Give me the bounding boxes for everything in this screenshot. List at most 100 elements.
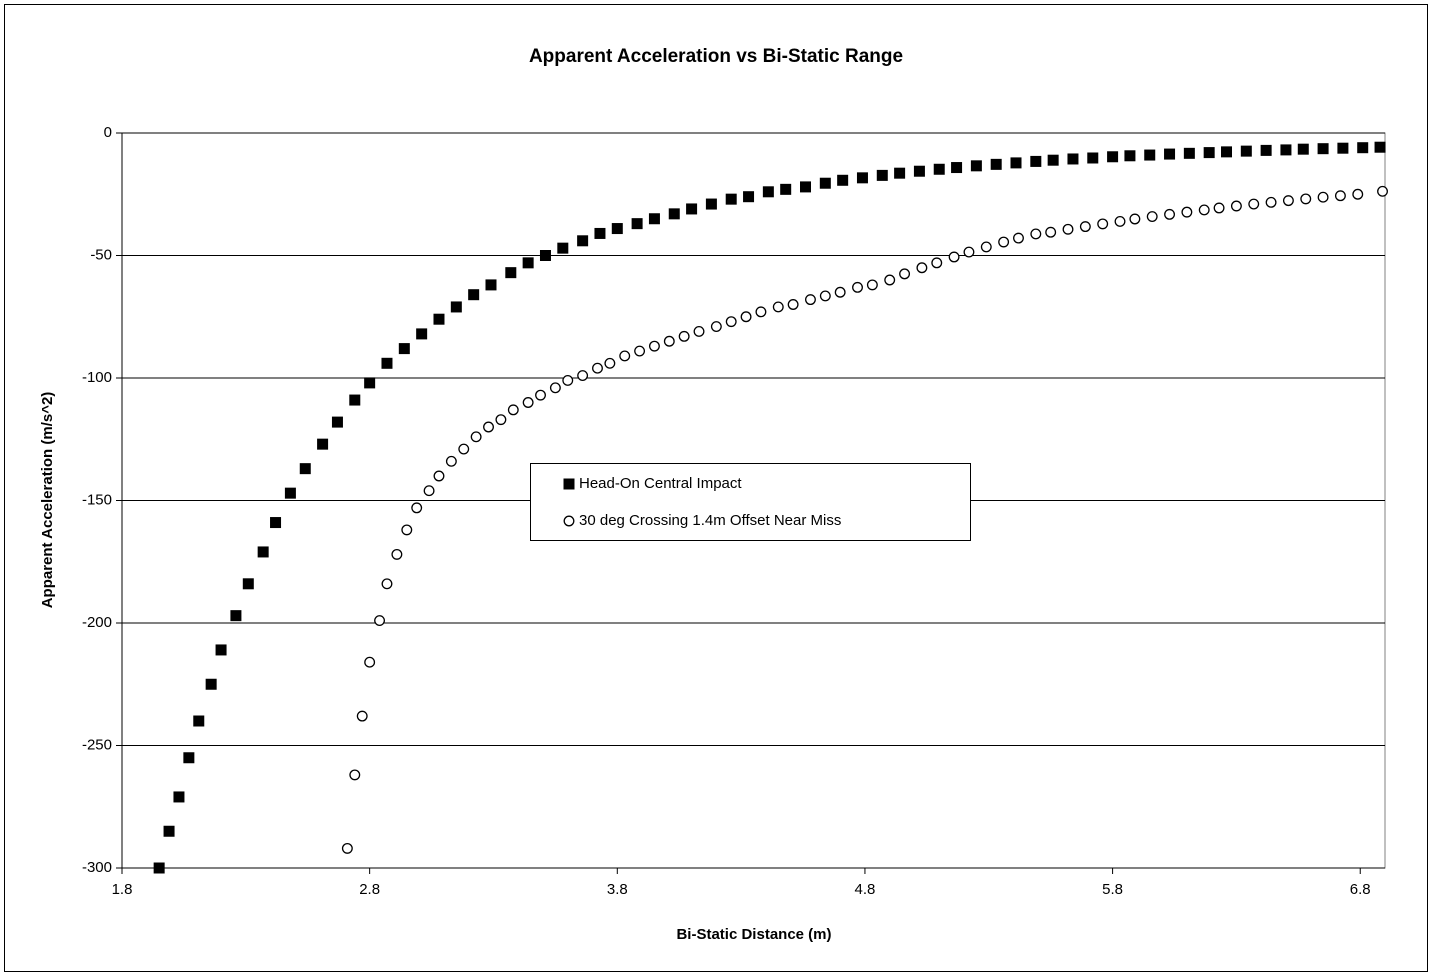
point bbox=[1282, 195, 1294, 207]
x-tick-label: 3.8 bbox=[607, 881, 628, 898]
point bbox=[1062, 223, 1074, 235]
point bbox=[458, 443, 470, 455]
point bbox=[1352, 188, 1364, 200]
point bbox=[433, 313, 445, 325]
point bbox=[1030, 155, 1042, 167]
point bbox=[445, 455, 457, 467]
y-tick-label: -150 bbox=[82, 491, 112, 508]
point bbox=[970, 160, 982, 172]
x-tick-label: 6.8 bbox=[1350, 881, 1371, 898]
point bbox=[1144, 149, 1156, 161]
point bbox=[1124, 150, 1136, 162]
point bbox=[1045, 226, 1057, 238]
point bbox=[215, 644, 227, 656]
y-tick-label: -300 bbox=[82, 859, 112, 876]
point bbox=[805, 294, 816, 306]
point bbox=[1297, 143, 1309, 155]
point bbox=[356, 710, 368, 722]
point bbox=[173, 791, 185, 803]
point bbox=[391, 548, 403, 560]
point bbox=[755, 306, 767, 318]
point bbox=[539, 250, 551, 261]
point bbox=[1317, 143, 1329, 155]
point bbox=[242, 578, 254, 590]
point bbox=[416, 328, 428, 340]
point bbox=[604, 357, 616, 369]
point bbox=[505, 267, 517, 279]
point bbox=[522, 257, 534, 269]
point bbox=[1203, 147, 1215, 159]
point bbox=[205, 678, 217, 690]
point bbox=[577, 235, 589, 247]
point bbox=[787, 299, 799, 310]
point bbox=[710, 321, 722, 333]
point bbox=[1030, 228, 1042, 240]
y-tick-label: -100 bbox=[82, 369, 112, 386]
x-tick-label: 4.8 bbox=[855, 881, 876, 898]
point bbox=[1181, 206, 1193, 218]
point bbox=[913, 165, 925, 177]
x-tick-label: 1.8 bbox=[112, 881, 133, 898]
point bbox=[270, 517, 282, 529]
point bbox=[1013, 232, 1024, 244]
point bbox=[450, 301, 462, 313]
point bbox=[1265, 196, 1277, 208]
point bbox=[284, 487, 296, 499]
point bbox=[1079, 221, 1091, 233]
legend-label: 30 deg Crossing 1.4m Offset Near Miss bbox=[579, 512, 841, 529]
point bbox=[631, 218, 643, 230]
point bbox=[619, 350, 631, 362]
point bbox=[549, 382, 561, 394]
point bbox=[611, 223, 623, 235]
point bbox=[401, 524, 413, 536]
point bbox=[876, 169, 888, 181]
point bbox=[1317, 191, 1329, 203]
point bbox=[1129, 213, 1141, 225]
point bbox=[951, 162, 963, 174]
point bbox=[648, 213, 660, 225]
point bbox=[916, 262, 928, 274]
point bbox=[772, 301, 784, 313]
point bbox=[433, 470, 445, 482]
point bbox=[963, 246, 975, 258]
point bbox=[495, 414, 507, 426]
point bbox=[1010, 157, 1022, 169]
point bbox=[931, 257, 943, 269]
x-tick-label: 2.8 bbox=[359, 881, 380, 898]
point bbox=[1260, 144, 1272, 156]
point bbox=[257, 546, 269, 558]
point bbox=[678, 330, 690, 342]
point bbox=[1183, 147, 1195, 159]
point bbox=[381, 578, 393, 590]
point bbox=[183, 752, 195, 764]
point bbox=[1213, 202, 1225, 214]
point bbox=[1164, 148, 1176, 160]
point bbox=[740, 311, 752, 323]
point bbox=[819, 290, 831, 302]
point bbox=[948, 251, 960, 263]
x-axis-label: Bi-Static Distance (m) bbox=[676, 926, 831, 943]
point bbox=[483, 421, 494, 433]
point bbox=[800, 181, 812, 193]
point bbox=[1107, 151, 1119, 163]
point bbox=[899, 268, 911, 280]
point bbox=[507, 404, 519, 416]
point bbox=[331, 416, 343, 428]
point bbox=[423, 485, 435, 497]
point bbox=[1087, 152, 1099, 164]
point bbox=[686, 203, 698, 215]
point bbox=[1337, 142, 1349, 154]
point bbox=[364, 377, 376, 389]
point bbox=[648, 340, 660, 352]
point bbox=[470, 431, 482, 443]
point bbox=[230, 610, 242, 622]
point bbox=[663, 335, 675, 347]
point bbox=[522, 397, 534, 408]
point bbox=[1097, 218, 1109, 230]
point bbox=[933, 163, 945, 175]
point bbox=[866, 279, 878, 291]
point bbox=[884, 274, 896, 286]
point bbox=[980, 241, 992, 253]
point bbox=[819, 177, 831, 189]
